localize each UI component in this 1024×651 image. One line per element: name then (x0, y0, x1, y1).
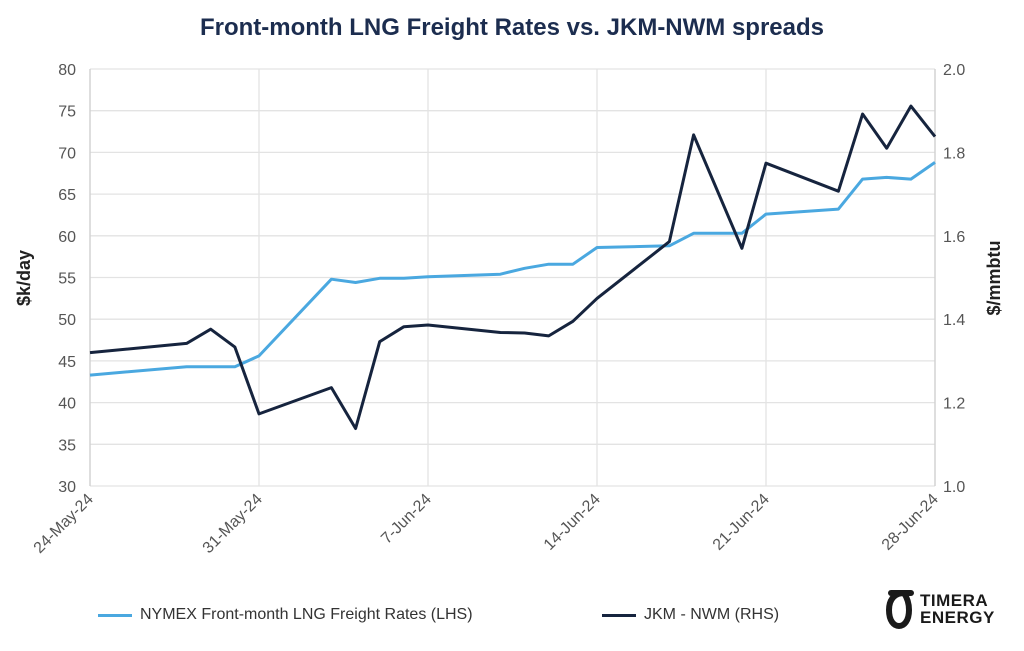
legend-label-freight: NYMEX Front-month LNG Freight Rates (LHS… (140, 606, 473, 623)
logo-mark-icon (885, 590, 914, 630)
y-tick-left: 70 (58, 145, 76, 162)
y-tick-right: 1.2 (943, 396, 965, 413)
y-tick-left: 60 (58, 229, 76, 246)
x-tick-label: 21-Jun-24 (710, 491, 773, 554)
y-tick-left: 45 (58, 354, 76, 371)
y-tick-right: 1.8 (943, 145, 965, 162)
legend-item-freight: NYMEX Front-month LNG Freight Rates (LHS… (98, 606, 473, 624)
y-axis-label-right: $/mmbtu (984, 240, 1004, 315)
y-tick-left: 35 (58, 437, 76, 454)
y-tick-right: 1.6 (943, 229, 965, 246)
series-line-freight (89, 161, 936, 377)
y-tick-left: 75 (58, 104, 76, 121)
legend-label-spread: JKM - NWM (RHS) (644, 606, 780, 623)
x-tick-label: 28-Jun-24 (879, 491, 942, 554)
y-tick-left: 55 (58, 271, 76, 288)
logo-text-timera: TIMERA (920, 591, 989, 610)
y-tick-left: 65 (58, 187, 76, 204)
timera-energy-logo: TIMERA ENERGY (884, 588, 995, 630)
legend-item-spread: JKM - NWM (RHS) (602, 606, 779, 624)
x-tick-label: 14-Jun-24 (541, 491, 604, 554)
x-tick-label: 24-May-24 (31, 491, 97, 557)
chart-title: Front-month LNG Freight Rates vs. JKM-NW… (199, 14, 825, 41)
x-tick-label: 7-Jun-24 (378, 491, 435, 548)
x-tick-label: 31-May-24 (200, 491, 266, 557)
legend-swatch-freight (98, 613, 132, 617)
y-tick-left: 30 (58, 479, 76, 496)
y-tick-right: 1.4 (943, 312, 965, 329)
series-line-spread (89, 104, 937, 430)
y-tick-left: 50 (58, 312, 76, 329)
y-axis-label-left: $k/day (14, 250, 34, 306)
y-tick-right: 1.0 (943, 479, 965, 496)
y-tick-left: 40 (58, 396, 76, 413)
legend-swatch-spread (602, 613, 636, 617)
y-tick-right: 2.0 (943, 62, 965, 79)
logo-text-energy: ENERGY (920, 608, 995, 627)
y-tick-left: 80 (58, 62, 76, 79)
